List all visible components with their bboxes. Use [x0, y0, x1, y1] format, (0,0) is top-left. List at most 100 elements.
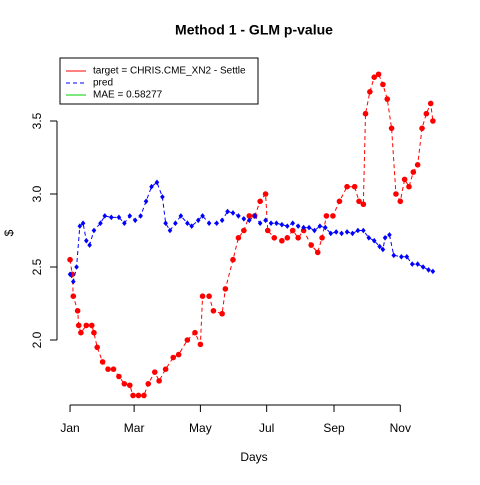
- target-point: [151, 369, 158, 375]
- y-tick-label: 3.5: [30, 112, 44, 129]
- y-tick-label: 3.0: [30, 185, 44, 202]
- pred-point: [219, 217, 225, 224]
- pred-point: [241, 216, 247, 222]
- pred-point: [420, 264, 426, 270]
- target-point: [384, 96, 391, 102]
- pred-point: [279, 221, 285, 228]
- target-point: [362, 110, 369, 117]
- legend-box: [59, 57, 259, 105]
- target-point: [75, 322, 82, 329]
- target-point: [375, 71, 382, 78]
- x-tick-label: Sep: [323, 421, 345, 435]
- pred-point: [91, 227, 97, 234]
- pred-point: [80, 220, 86, 226]
- target-point: [356, 198, 362, 205]
- target-point: [141, 392, 147, 399]
- pred-point: [236, 213, 241, 219]
- target-point: [210, 308, 217, 314]
- y-axis-label: $: [2, 229, 16, 236]
- target-point: [351, 183, 358, 190]
- target-point: [156, 378, 162, 384]
- pred-point: [70, 278, 76, 285]
- target-point: [121, 381, 128, 387]
- target-point: [300, 227, 307, 234]
- x-tick-label: Mar: [124, 421, 145, 435]
- target-point: [105, 366, 111, 373]
- pred-point: [132, 217, 138, 224]
- target-point: [197, 341, 204, 348]
- pred-point: [382, 235, 388, 241]
- chart-title: Method 1 - GLM p-value: [175, 22, 333, 38]
- target-point: [371, 74, 378, 80]
- target-point: [264, 227, 271, 234]
- target-point: [241, 227, 247, 234]
- pred-point: [185, 220, 190, 226]
- pred-point: [361, 227, 366, 234]
- target-point: [367, 89, 373, 95]
- pred-point: [426, 267, 431, 273]
- target-point: [360, 201, 367, 208]
- target-point: [419, 125, 425, 132]
- pred-point: [391, 252, 397, 259]
- pred-point: [355, 227, 361, 234]
- pred-point: [246, 217, 252, 224]
- pred-point: [274, 220, 279, 226]
- pred-point: [339, 230, 344, 237]
- target-point: [430, 118, 436, 124]
- target-point: [135, 392, 142, 399]
- target-point: [330, 213, 336, 219]
- target-point: [88, 322, 95, 329]
- target-point: [271, 235, 278, 241]
- target-point: [323, 213, 330, 219]
- pred-point: [317, 223, 323, 229]
- target-point: [175, 351, 182, 358]
- pred-point: [122, 220, 127, 226]
- pred-point: [200, 213, 205, 219]
- target-point: [319, 235, 325, 241]
- pred-point: [225, 208, 230, 215]
- pred-point: [102, 213, 108, 219]
- pred-point: [195, 217, 201, 224]
- target-point: [427, 100, 434, 107]
- target-point: [99, 359, 106, 365]
- target-point: [406, 183, 412, 190]
- pred-point: [149, 183, 154, 190]
- pred-point: [263, 217, 268, 224]
- pred-point: [377, 243, 382, 250]
- pred-point: [252, 213, 258, 219]
- pred-point: [344, 229, 350, 235]
- x-tick-label: Jan: [60, 421, 79, 435]
- target-point: [116, 373, 122, 380]
- target-point: [308, 242, 315, 248]
- pred-point: [178, 213, 184, 219]
- x-axis-label: Days: [240, 450, 267, 464]
- pred-point: [268, 220, 274, 226]
- target-point: [184, 337, 191, 343]
- target-point: [219, 310, 225, 317]
- pred-point: [160, 194, 165, 200]
- pred-point: [206, 220, 212, 226]
- pred-point: [109, 214, 114, 221]
- pred-point: [74, 264, 79, 270]
- target-point: [289, 227, 296, 234]
- y-tick-label: 2.0: [30, 331, 44, 348]
- pred-point: [84, 237, 89, 244]
- target-point: [126, 382, 133, 389]
- target-point: [423, 110, 430, 117]
- pred-point: [387, 232, 392, 238]
- pred-point: [312, 227, 317, 234]
- pred-point: [257, 220, 263, 226]
- target-point: [94, 344, 100, 351]
- target-point: [222, 286, 229, 292]
- target-point: [410, 169, 417, 175]
- pred-point: [350, 230, 355, 237]
- target-point: [284, 235, 291, 241]
- pred-point: [87, 242, 92, 248]
- target-point: [401, 176, 408, 183]
- target-point: [74, 308, 81, 314]
- target-point: [393, 191, 399, 197]
- pred-point: [404, 253, 410, 260]
- pred-point: [138, 213, 143, 219]
- target-point: [70, 293, 77, 300]
